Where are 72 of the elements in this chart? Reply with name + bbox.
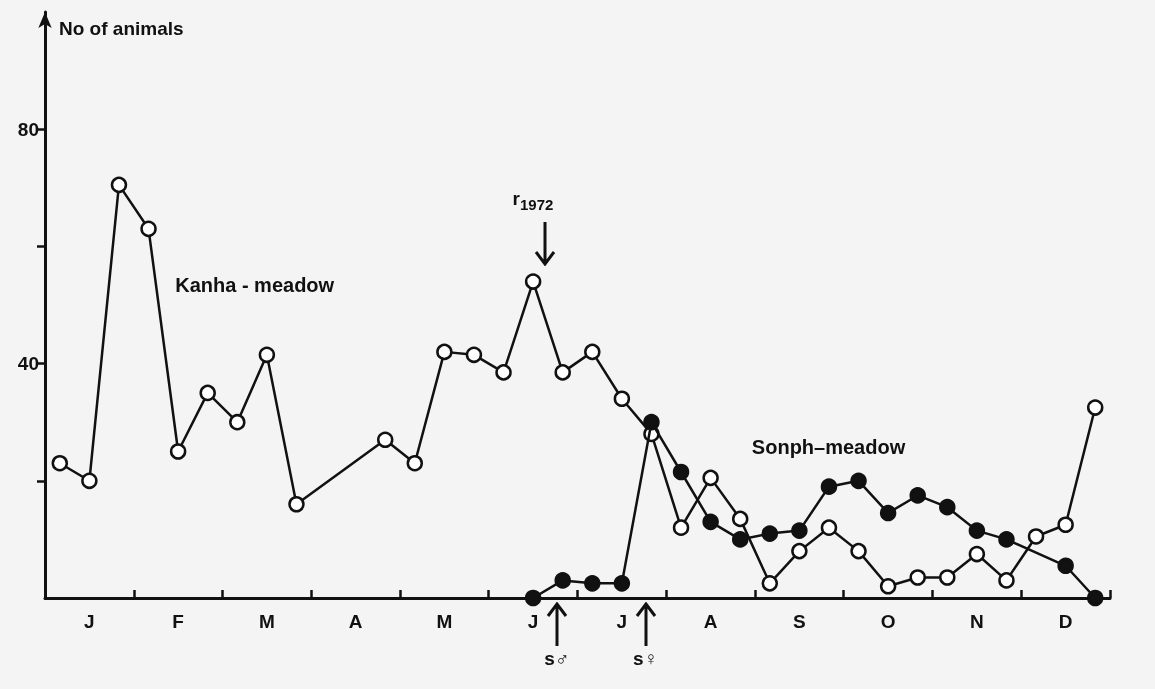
point — [199, 384, 216, 402]
x-tick-label: N — [970, 611, 984, 632]
point — [850, 472, 867, 490]
point — [81, 472, 98, 490]
y-axis-title: No of animals — [59, 18, 184, 40]
x-tick-label: D — [1058, 611, 1073, 632]
x-tick-label: M — [436, 611, 453, 632]
x-tick-label: M — [258, 611, 275, 632]
series-label: Kanha - meadow — [175, 273, 335, 296]
annotation: r$_{1972}$ — [512, 187, 554, 213]
point — [169, 443, 187, 460]
point — [820, 519, 838, 536]
point — [672, 463, 690, 481]
point — [909, 487, 926, 504]
point — [643, 413, 660, 431]
point — [731, 531, 749, 548]
point — [613, 575, 631, 592]
x-tick-label: O — [880, 611, 896, 632]
x-tick-label: A — [348, 611, 363, 632]
point — [998, 531, 1015, 548]
point — [1086, 589, 1104, 607]
point — [584, 575, 601, 592]
point — [436, 343, 453, 361]
point — [909, 569, 926, 586]
point — [51, 454, 69, 472]
point — [406, 454, 424, 472]
point — [702, 513, 719, 531]
point — [672, 519, 690, 536]
point — [761, 575, 779, 592]
x-tick-label: F — [172, 611, 184, 632]
series-label: Sonph–meadow — [751, 435, 906, 458]
point — [495, 364, 512, 381]
point — [820, 478, 838, 495]
point — [939, 498, 956, 516]
point — [968, 545, 986, 563]
point — [110, 176, 128, 194]
point — [288, 495, 305, 513]
point — [998, 572, 1015, 589]
point — [229, 413, 246, 431]
text: s♂ — [544, 648, 570, 670]
text: s♀ — [633, 648, 658, 670]
point — [702, 469, 719, 487]
x-tick-label: J — [84, 611, 95, 632]
point — [1057, 557, 1074, 575]
point — [791, 542, 808, 560]
point — [554, 572, 571, 589]
point — [850, 542, 867, 560]
point — [584, 343, 601, 361]
point — [1027, 528, 1045, 545]
point — [731, 510, 749, 528]
point — [140, 220, 157, 238]
point — [1057, 516, 1074, 533]
y-tick-label: 80 — [17, 118, 39, 140]
point — [613, 390, 631, 408]
x-tick-label: J — [616, 611, 628, 632]
point — [554, 364, 571, 381]
x-tick-label: J — [527, 611, 539, 632]
point — [524, 589, 542, 607]
point — [968, 522, 986, 539]
point — [258, 346, 276, 364]
point — [879, 504, 897, 522]
point — [465, 346, 483, 364]
x-tick-label: A — [703, 611, 718, 632]
point — [376, 431, 394, 449]
point — [761, 525, 779, 542]
point — [879, 578, 897, 595]
x-tick-label: S — [793, 611, 806, 632]
point — [791, 522, 808, 539]
point — [1086, 399, 1104, 416]
y-tick-label: 40 — [17, 353, 39, 375]
point — [524, 273, 542, 290]
point — [939, 569, 956, 586]
